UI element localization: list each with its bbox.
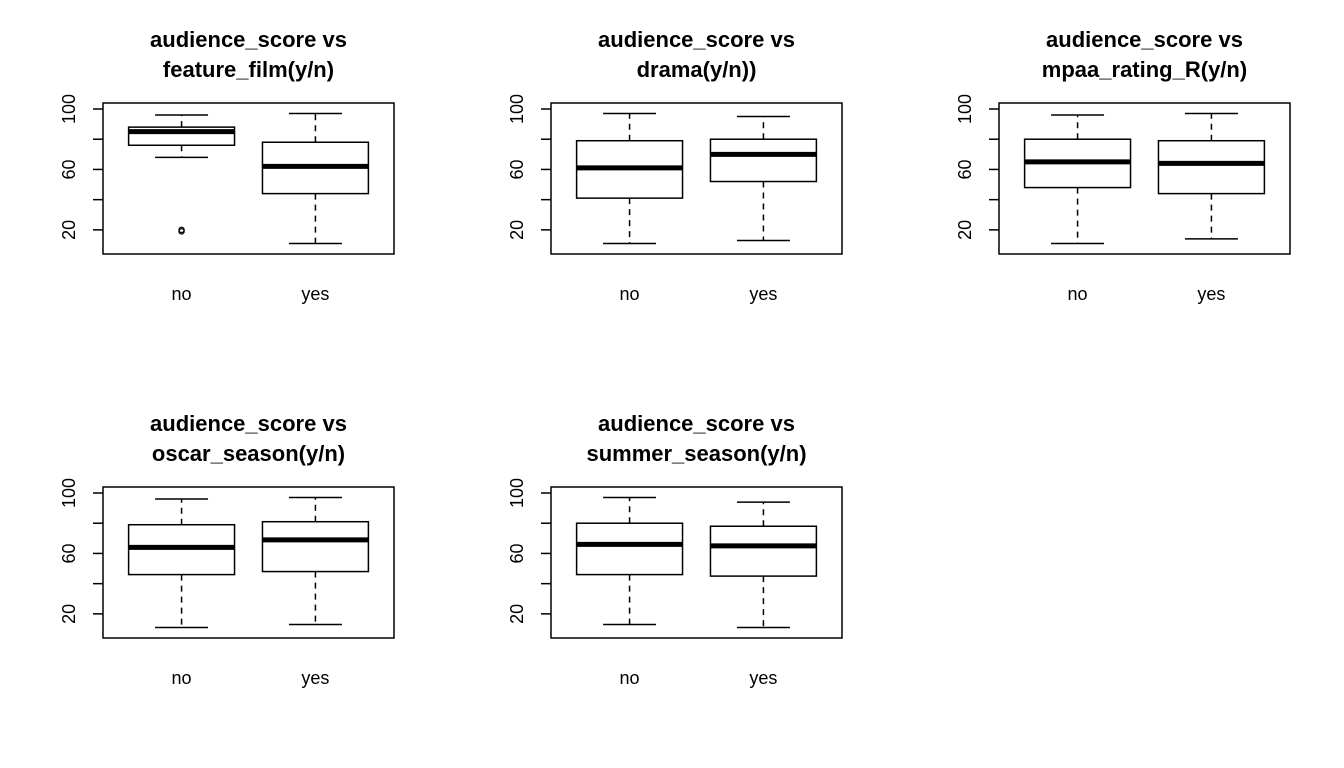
y-tick-label: 60 <box>59 159 79 179</box>
chart-title-line-1: audience_score vs <box>598 411 795 436</box>
boxplot-panel-4: audience_score vs oscar_season(y/n) 20 60 10… <box>59 411 395 688</box>
box-yes <box>1157 112 1266 240</box>
box-yes <box>261 496 370 626</box>
x-tick-label-yes: yes <box>749 668 777 688</box>
chart-title-line-2: summer_season(y/n) <box>586 441 806 466</box>
y-tick-label: 100 <box>59 94 79 124</box>
chart-title-line-2: oscar_season(y/n) <box>152 441 345 466</box>
x-tick-label-no: no <box>172 284 192 304</box>
y-tick-label: 60 <box>507 543 527 563</box>
boxplot-panel-2: audience_score vs drama(y/n)) 20 60 100 no yes <box>507 27 843 304</box>
chart-title-line-2: mpaa_rating_R(y/n) <box>1042 57 1247 82</box>
y-tick-label: 20 <box>507 220 527 240</box>
chart-title-line-2: drama(y/n)) <box>637 57 757 82</box>
x-tick-label-no: no <box>620 668 640 688</box>
x-tick-label-no: no <box>1068 284 1088 304</box>
y-tick-label: 100 <box>955 94 975 124</box>
iqr-box <box>709 525 818 577</box>
x-tick-label-yes: yes <box>301 284 329 304</box>
x-tick-label-yes: yes <box>749 284 777 304</box>
iqr-box <box>709 138 818 183</box>
iqr-box <box>1157 139 1266 195</box>
outlier-point <box>178 226 185 234</box>
y-tick-label: 60 <box>955 159 975 179</box>
y-tick-label: 100 <box>59 478 79 508</box>
boxplot-panel-5: audience_score vs summer_season(y/n) 20 60 1… <box>507 411 843 688</box>
chart-title-line-1: audience_score vs <box>150 411 347 436</box>
x-tick-label-no: no <box>172 668 192 688</box>
chart-title-line-1: audience_score vs <box>1046 27 1243 52</box>
y-tick-label: 20 <box>59 604 79 624</box>
y-tick-label: 20 <box>507 604 527 624</box>
x-tick-label-yes: yes <box>301 668 329 688</box>
y-tick-label: 100 <box>507 94 527 124</box>
chart-title-line-1: audience_score vs <box>598 27 795 52</box>
box-no <box>127 114 236 235</box>
box-no <box>1023 114 1132 245</box>
box-yes <box>709 115 818 242</box>
x-tick-label-no: no <box>620 284 640 304</box>
box-no <box>575 112 684 245</box>
boxplot-panel-1: audience_score vs feature_film(y/n) 20 60 10… <box>59 27 395 304</box>
iqr-box <box>575 522 684 576</box>
y-tick-label: 20 <box>955 220 975 240</box>
chart-title-line-1: audience_score vs <box>150 27 347 52</box>
box-no <box>575 496 684 626</box>
box-no <box>127 498 236 629</box>
plot-frame <box>998 102 1291 255</box>
y-tick-label: 20 <box>59 220 79 240</box>
box-yes <box>709 501 818 629</box>
y-tick-label: 100 <box>507 478 527 508</box>
box-yes <box>261 112 370 245</box>
boxplot-panel-3: audience_score vs mpaa_rating_R(y/n) 20 60 1… <box>955 27 1291 304</box>
y-tick-label: 60 <box>59 543 79 563</box>
plot-frame <box>550 486 843 639</box>
iqr-box <box>261 520 370 573</box>
x-tick-label-yes: yes <box>1197 284 1225 304</box>
y-tick-label: 60 <box>507 159 527 179</box>
chart-title-line-2: feature_film(y/n) <box>163 57 334 82</box>
plot-frame <box>102 486 395 639</box>
plot-frame <box>102 102 395 255</box>
plot-frame <box>550 102 843 255</box>
